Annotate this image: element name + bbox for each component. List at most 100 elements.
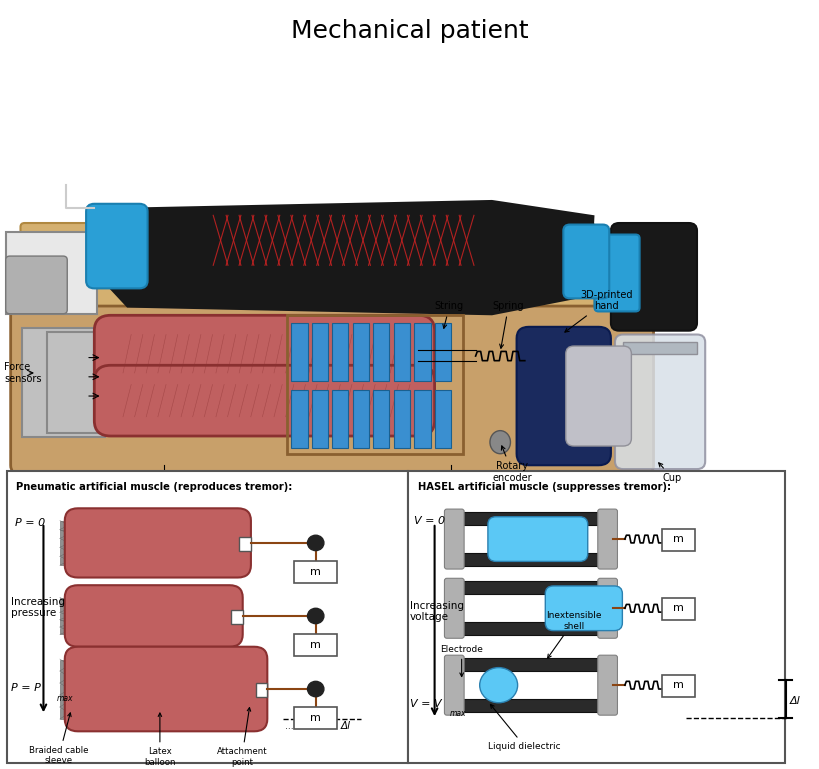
Bar [414, 390, 430, 448]
Text: Pneumatic artificial muscle (reproduces tremor):: Pneumatic artificial muscle (reproduces … [16, 482, 292, 492]
Text: String: String [434, 301, 464, 328]
Text: m: m [672, 534, 683, 544]
Ellipse shape [490, 431, 509, 454]
Text: Spring: Spring [492, 301, 523, 348]
FancyBboxPatch shape [458, 581, 603, 594]
Bar [60, 613, 78, 620]
Text: Latex
balloon: Latex balloon [144, 713, 175, 767]
Text: P = P: P = P [11, 683, 41, 694]
Bar [294, 634, 337, 656]
Text: ........I: ........I [285, 722, 310, 731]
Text: max: max [450, 709, 466, 718]
FancyBboxPatch shape [487, 517, 587, 561]
FancyBboxPatch shape [565, 346, 631, 446]
Bar [311, 390, 328, 448]
Bar [661, 675, 694, 697]
FancyBboxPatch shape [65, 508, 251, 578]
Text: Increasing
pressure: Increasing pressure [11, 597, 66, 618]
Bar [60, 598, 78, 605]
FancyBboxPatch shape [458, 512, 603, 525]
Bar [661, 598, 694, 620]
Text: P = 0: P = 0 [15, 518, 45, 528]
Text: Rotary
encoder: Rotary encoder [492, 446, 532, 483]
FancyBboxPatch shape [22, 328, 105, 437]
Text: m: m [310, 713, 321, 724]
Text: Attachment
point: Attachment point [216, 707, 267, 767]
Bar [231, 610, 242, 624]
FancyBboxPatch shape [458, 658, 603, 671]
Bar [661, 529, 694, 551]
FancyBboxPatch shape [444, 509, 464, 569]
FancyBboxPatch shape [458, 699, 603, 712]
Text: Braided cable
sleeve: Braided cable sleeve [29, 713, 88, 765]
FancyBboxPatch shape [11, 306, 653, 474]
FancyBboxPatch shape [545, 586, 622, 631]
Text: m: m [310, 567, 321, 578]
FancyBboxPatch shape [594, 235, 639, 311]
FancyBboxPatch shape [7, 471, 407, 763]
Circle shape [307, 681, 324, 697]
Text: Liquid dielectric: Liquid dielectric [488, 704, 560, 751]
Text: Cup: Cup [658, 463, 681, 483]
Text: V = 0: V = 0 [414, 516, 445, 527]
Bar [373, 323, 389, 381]
FancyBboxPatch shape [458, 622, 603, 635]
Bar [291, 390, 307, 448]
FancyBboxPatch shape [94, 365, 434, 436]
Bar [239, 537, 251, 551]
Circle shape [307, 608, 324, 624]
Text: Δl: Δl [340, 721, 350, 731]
Bar [352, 323, 369, 381]
FancyBboxPatch shape [6, 232, 97, 314]
Text: m: m [672, 603, 683, 614]
Bar [393, 323, 410, 381]
FancyBboxPatch shape [20, 223, 594, 323]
Bar [60, 628, 78, 634]
Text: Δl: Δl [789, 696, 799, 707]
FancyBboxPatch shape [94, 315, 434, 392]
Bar [60, 521, 78, 530]
Bar [311, 323, 328, 381]
FancyBboxPatch shape [458, 553, 603, 566]
Bar [256, 683, 267, 697]
FancyBboxPatch shape [65, 585, 242, 647]
FancyBboxPatch shape [47, 332, 105, 433]
Bar [60, 621, 78, 627]
Bar [60, 606, 78, 612]
Ellipse shape [479, 667, 517, 703]
Bar [352, 390, 369, 448]
Text: HASEL artificial muscle (suppresses tremor):: HASEL artificial muscle (suppresses trem… [418, 482, 671, 492]
Bar [332, 390, 348, 448]
Bar [393, 390, 410, 448]
FancyBboxPatch shape [597, 509, 617, 569]
Bar [60, 696, 78, 707]
FancyBboxPatch shape [563, 225, 609, 298]
Text: Inextensible
shell: Inextensible shell [545, 611, 601, 658]
Text: Increasing
voltage: Increasing voltage [410, 601, 464, 622]
Text: Force
sensors: Force sensors [4, 362, 42, 384]
FancyBboxPatch shape [86, 204, 147, 288]
Text: m: m [672, 680, 683, 691]
Bar [414, 323, 430, 381]
Bar [434, 390, 450, 448]
FancyBboxPatch shape [597, 578, 617, 638]
Circle shape [307, 535, 324, 551]
Bar [332, 323, 348, 381]
Bar [60, 684, 78, 695]
Bar [60, 660, 78, 671]
Polygon shape [98, 200, 594, 315]
Text: m: m [310, 640, 321, 651]
FancyBboxPatch shape [65, 647, 267, 731]
Bar [60, 531, 78, 538]
Bar [294, 707, 337, 729]
Bar [60, 707, 78, 719]
Bar [60, 557, 78, 565]
Bar [622, 342, 696, 354]
Text: 3D-printed
hand: 3D-printed hand [564, 290, 632, 332]
Bar [60, 548, 78, 556]
FancyBboxPatch shape [597, 655, 617, 715]
FancyBboxPatch shape [408, 471, 784, 763]
Bar [434, 323, 450, 381]
Bar [287, 315, 463, 454]
Bar [60, 672, 78, 683]
